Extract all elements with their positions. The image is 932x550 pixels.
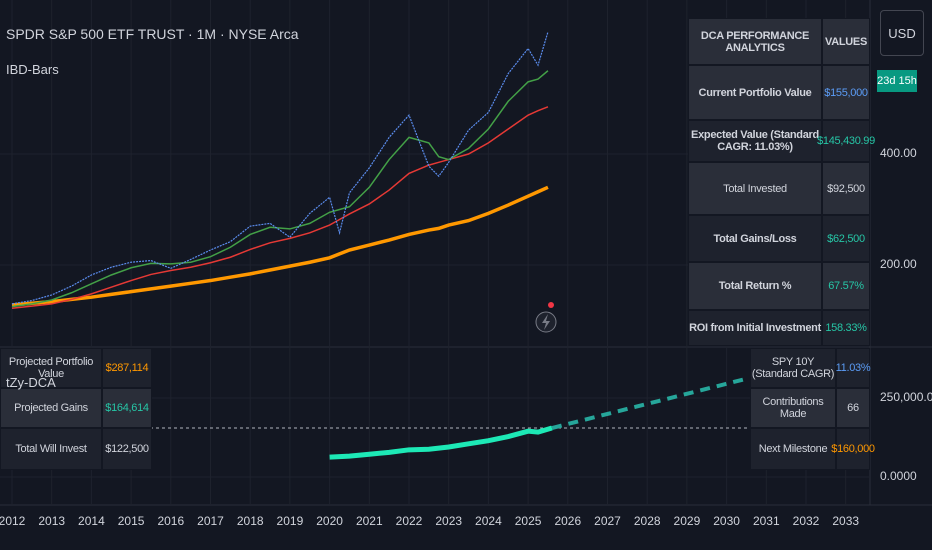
time-tick-label: 2014: [78, 514, 105, 528]
table-cell: $287,114: [102, 348, 152, 388]
table-cell: Projected Portfolio Value: [0, 348, 102, 388]
time-tick-label: 2023: [435, 514, 462, 528]
table-cell: 158.33%: [822, 310, 870, 346]
table-cell: DCA PERFORMANCE ANALYTICS: [688, 18, 822, 65]
table-cell: $145,430.99: [817, 120, 875, 162]
table-cell: Total Gains/Loss: [688, 215, 822, 262]
lightning: [542, 314, 550, 330]
table-cell: Next Milestone: [750, 428, 836, 470]
time-tick-label: 2032: [793, 514, 820, 528]
time-tick-label: 2031: [753, 514, 780, 528]
dca-projection: [551, 376, 747, 430]
time-tick-label: 2016: [157, 514, 184, 528]
time-tick-label: 2024: [475, 514, 502, 528]
time-tick-label: 2020: [316, 514, 343, 528]
ma-slow: [11, 106, 549, 310]
table-cell: Expected Value (Standard CAGR: 11.03%): [688, 120, 822, 162]
table-cell: SPY 10Y (Standard CAGR): [750, 348, 836, 388]
table-cell: $164,614: [102, 388, 152, 428]
pane-label: tZy-DCA: [6, 375, 56, 390]
table-cell: Total Will Invest: [0, 428, 102, 470]
currency-button[interactable]: USD: [880, 10, 924, 56]
time-tick-label: 2029: [674, 514, 701, 528]
table-cell: Projected Gains: [0, 388, 102, 428]
time-tick-label: 2027: [594, 514, 621, 528]
table-cell: $92,500: [822, 162, 870, 215]
table-cell: 11.03%: [836, 348, 871, 388]
ma-fast: [11, 70, 549, 308]
time-tick-label: 2015: [118, 514, 145, 528]
table-cell: Contributions Made: [750, 388, 836, 428]
table-cell: $155,000: [822, 65, 870, 120]
table-cell: ROI from Initial Investment: [688, 310, 822, 346]
time-tick-label: 2019: [277, 514, 304, 528]
dca-tick-label: 250,000.00: [880, 390, 932, 404]
table-cell: 66: [836, 388, 870, 428]
dca-line: [329, 425, 553, 460]
time-tick-label: 2025: [515, 514, 542, 528]
time-tick-label: 2026: [554, 514, 581, 528]
table-cell: $122,500: [102, 428, 152, 470]
alert-dot: [548, 302, 554, 308]
time-tick-label: 2013: [38, 514, 65, 528]
dca-tick-label: 0.0000: [880, 469, 917, 483]
time-tick-label: 2022: [396, 514, 423, 528]
time-tick-label: 2012: [0, 514, 26, 528]
table-cell: $160,000: [831, 428, 875, 470]
time-tick-label: 2018: [237, 514, 264, 528]
time-tick-label: 2030: [713, 514, 740, 528]
price: [11, 31, 549, 305]
table-cell: VALUES: [822, 18, 870, 65]
time-tick-label: 2021: [356, 514, 383, 528]
table-cell: Total Return %: [688, 262, 822, 310]
price-tick-label: 200.00: [880, 257, 917, 271]
symbol-title: SPDR S&P 500 ETF TRUST · 1M · NYSE Arca: [6, 26, 299, 42]
countdown-tag: 23d 15h: [877, 70, 917, 92]
time-tick-label: 2028: [634, 514, 661, 528]
ma-long: [11, 185, 549, 307]
table-cell: 67.57%: [822, 262, 870, 310]
table-cell: Total Invested: [688, 162, 822, 215]
time-tick-label: 2017: [197, 514, 224, 528]
indicator-label: IBD-Bars: [6, 62, 59, 77]
time-tick-label: 2033: [832, 514, 859, 528]
table-cell: Current Portfolio Value: [688, 65, 822, 120]
price-tick-label: 400.00: [880, 146, 917, 160]
table-cell: $62,500: [822, 215, 870, 262]
